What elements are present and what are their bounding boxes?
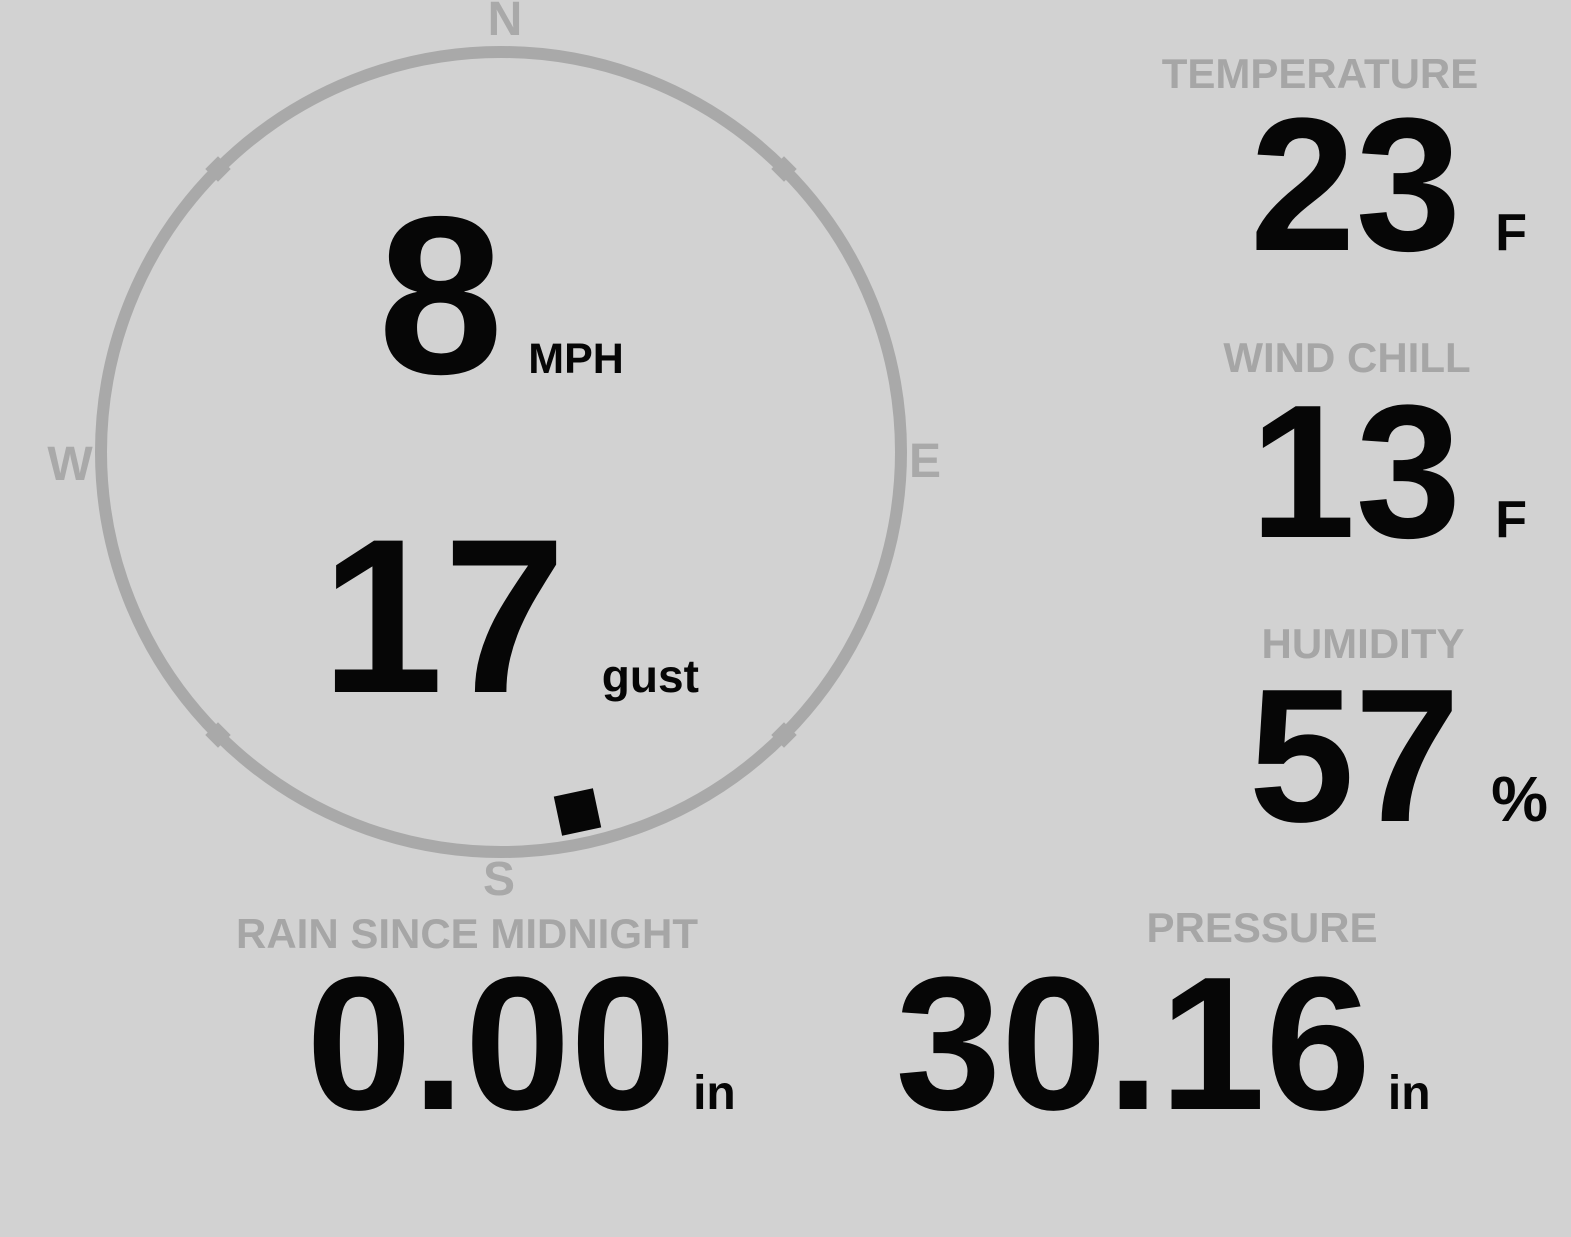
pressure-readout: 30.16 in [895, 949, 1430, 1139]
compass-tick-ne [771, 156, 797, 182]
cardinal-east: E [908, 435, 942, 488]
wind-chill-readout: 13 F [1250, 377, 1527, 567]
wind-speed-value: 8 [378, 169, 504, 421]
rain-label: RAIN SINCE MIDNIGHT [236, 910, 698, 957]
compass-tick-sw [205, 722, 231, 748]
wind-direction-marker [553, 788, 602, 836]
compass-ring [95, 46, 907, 858]
compass-tick-se [771, 722, 797, 748]
wind-chill-label: WIND CHILL [1223, 334, 1471, 381]
humidity-readout: 57 % [1249, 661, 1548, 851]
pressure-label: PRESSURE [1146, 904, 1378, 951]
wind-gust-unit: gust [601, 650, 699, 702]
wind-chill-value: 13 [1249, 366, 1462, 578]
humidity-label: HUMIDITY [1261, 620, 1465, 667]
rain-unit: in [693, 1067, 736, 1120]
humidity-unit: % [1491, 763, 1548, 835]
cardinal-south: S [482, 853, 516, 906]
wind-speed-readout: 8 MPH [378, 183, 624, 408]
wind-chill-unit: F [1495, 491, 1527, 549]
compass-ticks [205, 156, 797, 748]
temperature-label: TEMPERATURE [1161, 50, 1479, 97]
temperature-unit: F [1495, 204, 1527, 262]
temperature-readout: 23 F [1250, 90, 1527, 280]
temperature-value: 23 [1249, 79, 1462, 291]
wind-gust-value: 17 [321, 493, 566, 739]
rain-value: 0.00 [306, 938, 677, 1150]
cardinal-west: W [47, 438, 93, 491]
wind-gust-readout: 17 gust [321, 506, 699, 726]
pressure-unit: in [1387, 1067, 1431, 1120]
pressure-value: 30.16 [895, 938, 1371, 1150]
cardinal-north: N [487, 0, 523, 46]
humidity-value: 57 [1248, 650, 1461, 862]
wind-speed-unit: MPH [528, 335, 624, 383]
rain-readout: 0.00 in [306, 949, 735, 1139]
